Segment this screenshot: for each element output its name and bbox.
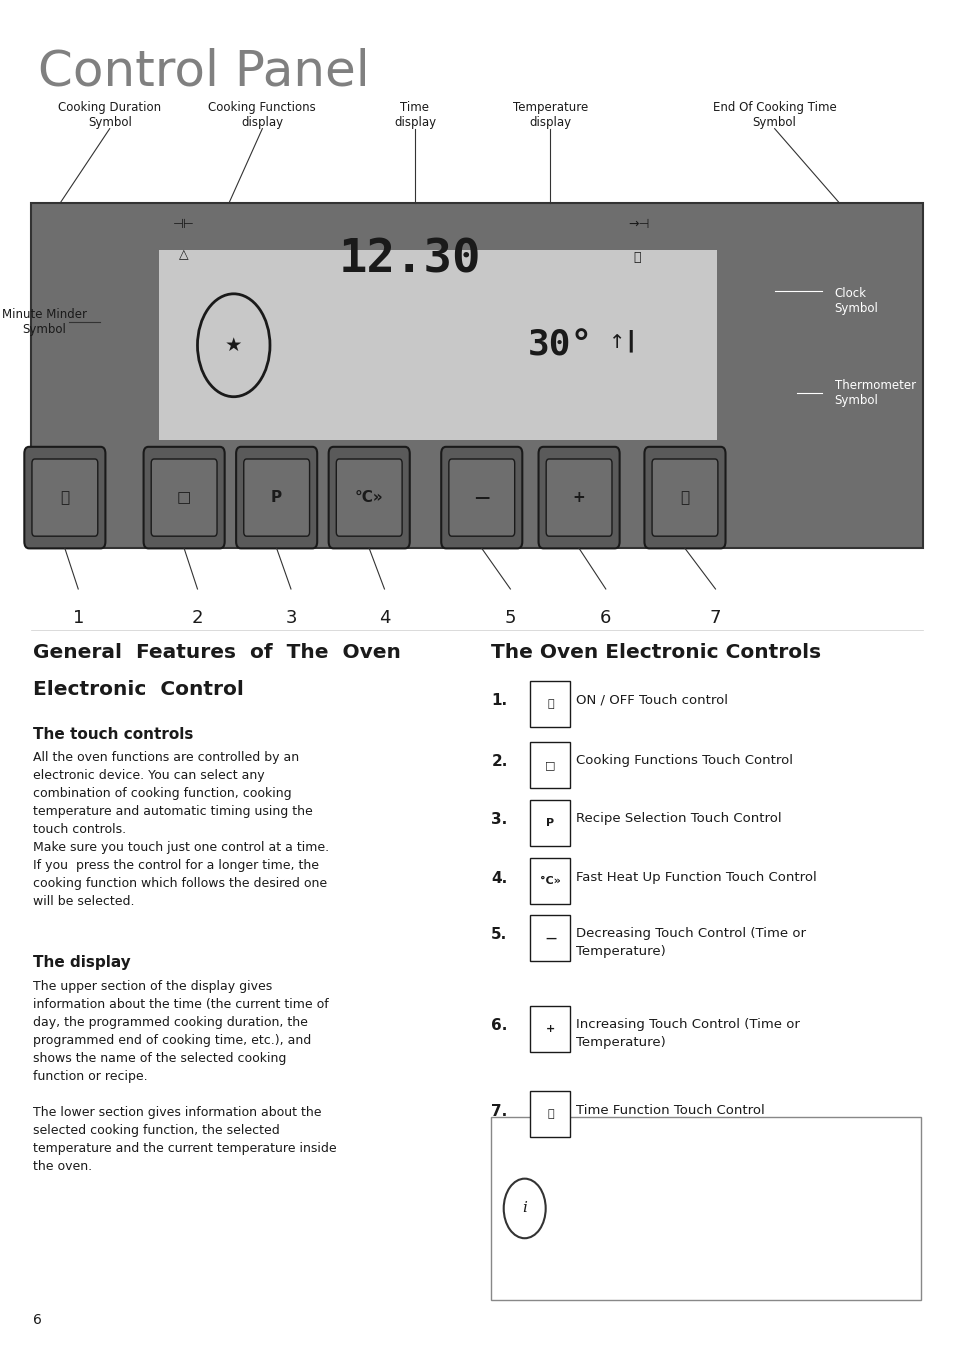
Bar (491, 1117, 920, 1300)
Text: 1.: 1. (491, 693, 507, 708)
Text: 30°: 30° (527, 328, 592, 363)
Text: +: + (572, 490, 585, 505)
Text: The upper section of the display gives
information about the time (the current t: The upper section of the display gives i… (33, 980, 336, 1174)
Text: □: □ (176, 490, 192, 505)
Text: 4: 4 (378, 609, 390, 627)
FancyBboxPatch shape (537, 447, 619, 548)
Text: P: P (271, 490, 282, 505)
FancyBboxPatch shape (530, 800, 570, 846)
Text: ⏼: ⏼ (547, 699, 553, 709)
Text: ⊣⊢: ⊣⊢ (173, 218, 194, 232)
FancyBboxPatch shape (644, 447, 724, 548)
Text: The touch controls: The touch controls (33, 727, 193, 742)
Text: General  Features  of  The  Oven: General Features of The Oven (33, 643, 401, 662)
FancyBboxPatch shape (652, 459, 717, 536)
FancyBboxPatch shape (545, 459, 611, 536)
Text: 6: 6 (33, 1313, 42, 1327)
FancyBboxPatch shape (236, 447, 316, 548)
Text: ↑┃: ↑┃ (608, 330, 636, 352)
Text: ⏼: ⏼ (60, 490, 70, 505)
FancyBboxPatch shape (448, 459, 515, 536)
Text: The Oven Electronic Controls: The Oven Electronic Controls (491, 643, 821, 662)
Text: Minute Minder
Symbol: Minute Minder Symbol (2, 309, 87, 336)
Text: 2.: 2. (491, 754, 507, 769)
Text: 2: 2 (192, 609, 203, 627)
Text: 7.: 7. (491, 1104, 507, 1118)
FancyBboxPatch shape (328, 447, 409, 548)
Text: 6.: 6. (491, 1018, 507, 1033)
Text: ★: ★ (225, 336, 242, 355)
Text: 3.: 3. (491, 812, 507, 827)
Text: Time Function Touch Control: Time Function Touch Control (576, 1104, 764, 1117)
Text: →⊣: →⊣ (628, 218, 649, 232)
Text: Cooking Functions Touch Control: Cooking Functions Touch Control (576, 754, 792, 768)
Text: 6: 6 (599, 609, 611, 627)
FancyBboxPatch shape (530, 742, 570, 788)
Bar (30, 203, 922, 548)
Text: In the event of a power failure, the
programmer will keep all the settings
(time: In the event of a power failure, the pro… (558, 1128, 793, 1263)
Text: ON / OFF Touch control: ON / OFF Touch control (576, 693, 727, 707)
Text: 5: 5 (504, 609, 516, 627)
Text: Clock
Symbol: Clock Symbol (834, 287, 878, 314)
Text: 7: 7 (709, 609, 720, 627)
FancyBboxPatch shape (32, 459, 98, 536)
Text: +: + (545, 1024, 555, 1034)
Text: Temperature
display: Temperature display (513, 100, 587, 129)
Text: P: P (546, 818, 554, 829)
Text: 3: 3 (285, 609, 296, 627)
Text: Recipe Selection Touch Control: Recipe Selection Touch Control (576, 812, 781, 826)
FancyBboxPatch shape (440, 447, 522, 548)
FancyBboxPatch shape (151, 459, 216, 536)
Text: ⏱: ⏱ (679, 490, 689, 505)
Text: All the oven functions are controlled by an
electronic device. You can select an: All the oven functions are controlled by… (33, 751, 329, 909)
Text: —: — (544, 933, 556, 944)
Text: —: — (474, 490, 489, 505)
FancyBboxPatch shape (530, 1091, 570, 1137)
Text: °C»: °C» (539, 876, 560, 887)
Text: 1: 1 (72, 609, 84, 627)
Text: Cooking Duration
Symbol: Cooking Duration Symbol (58, 100, 161, 129)
Text: 12.30: 12.30 (338, 237, 481, 283)
Bar (159, 250, 717, 440)
Text: △: △ (179, 248, 189, 261)
Text: °C»: °C» (355, 490, 383, 505)
Text: Fast Heat Up Function Touch Control: Fast Heat Up Function Touch Control (576, 871, 816, 884)
Text: 5.: 5. (491, 927, 507, 942)
FancyBboxPatch shape (335, 459, 402, 536)
Text: Electronic  Control: Electronic Control (33, 680, 244, 699)
FancyBboxPatch shape (530, 858, 570, 904)
FancyBboxPatch shape (530, 1006, 570, 1052)
Text: Thermometer
Symbol: Thermometer Symbol (834, 379, 915, 406)
FancyBboxPatch shape (530, 915, 570, 961)
Text: ⏱: ⏱ (547, 1109, 553, 1120)
Text: ⏰: ⏰ (633, 250, 640, 264)
Text: Control Panel: Control Panel (38, 47, 370, 95)
FancyBboxPatch shape (530, 681, 570, 727)
Text: The display: The display (33, 955, 131, 969)
Text: Increasing Touch Control (Time or
Temperature): Increasing Touch Control (Time or Temper… (576, 1018, 800, 1049)
Text: Decreasing Touch Control (Time or
Temperature): Decreasing Touch Control (Time or Temper… (576, 927, 805, 959)
Text: 4.: 4. (491, 871, 507, 886)
Text: □: □ (544, 760, 556, 770)
Text: i: i (521, 1201, 527, 1216)
Text: Cooking Functions
display: Cooking Functions display (209, 100, 315, 129)
Text: End Of Cooking Time
Symbol: End Of Cooking Time Symbol (712, 100, 836, 129)
FancyBboxPatch shape (143, 447, 225, 548)
Text: Time
display: Time display (394, 100, 436, 129)
FancyBboxPatch shape (25, 447, 105, 548)
FancyBboxPatch shape (244, 459, 309, 536)
